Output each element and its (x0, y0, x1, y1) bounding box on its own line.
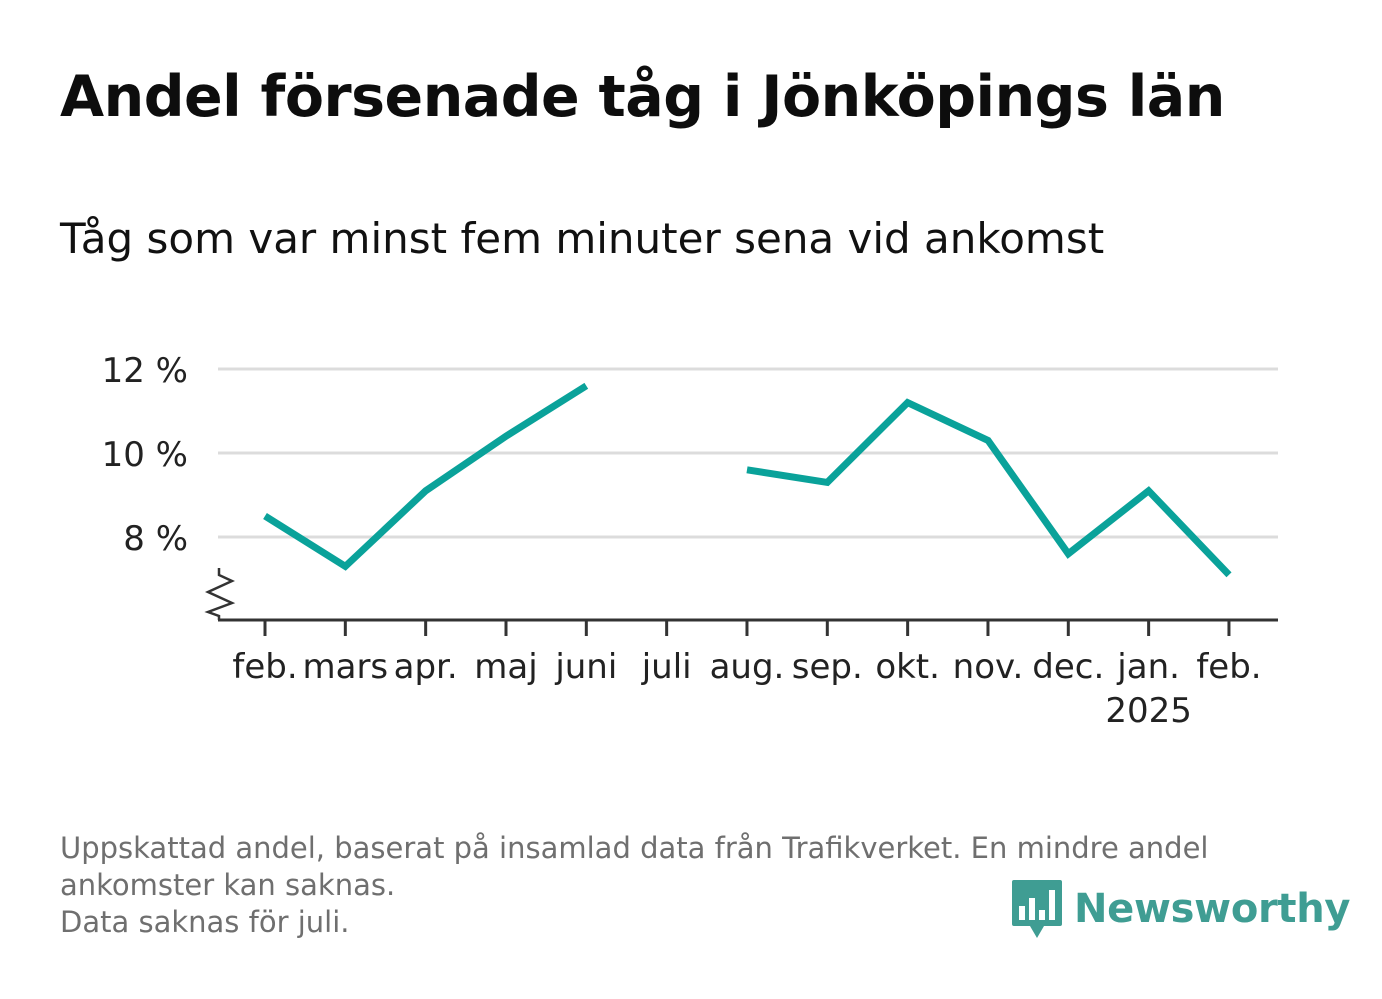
x-tick-label: feb. (1196, 647, 1261, 687)
series-line-segment (263, 382, 589, 571)
axis-break-icon (204, 568, 236, 620)
x-tick-label: sep. (792, 647, 863, 687)
chart-subtitle: Tåg som var minst fem minuter sena vid a… (60, 214, 1105, 263)
series-line-segment (746, 398, 1232, 578)
x-tick-label: maj (474, 647, 537, 687)
footer-line-2: ankomster kan saknas. (60, 868, 396, 902)
chart-title: Andel försenade tåg i Jönköpings län (60, 64, 1225, 130)
footer-line-3: Data saknas för juli. (60, 905, 350, 939)
bar-chart-speech-bubble-icon (1012, 880, 1062, 938)
x-tick-label: apr. (394, 647, 458, 687)
y-tick-label: 8 % (123, 519, 188, 559)
y-tick-label: 12 % (102, 351, 188, 391)
x-tick-label: juni (554, 647, 617, 687)
x-tick-label: aug. (710, 647, 785, 687)
x-tick-sublabel: 2025 (1105, 691, 1192, 731)
footer-note: Uppskattad andel, baserat på insamlad da… (60, 830, 1320, 941)
newsworthy-logo: Newsworthy (1010, 878, 1351, 940)
x-tick-label: feb. (232, 647, 297, 687)
x-tick-label: mars (303, 647, 389, 687)
footer-line-1: Uppskattad andel, baserat på insamlad da… (60, 831, 1209, 865)
brand-name: Newsworthy (1074, 886, 1351, 932)
x-tick-label: jan. (1116, 647, 1180, 687)
x-tick-label: okt. (875, 647, 940, 687)
x-tick-label: dec. (1032, 647, 1104, 687)
x-tick-label: juli (641, 647, 692, 687)
x-tick-label: nov. (953, 647, 1024, 687)
y-tick-label: 10 % (102, 435, 188, 475)
